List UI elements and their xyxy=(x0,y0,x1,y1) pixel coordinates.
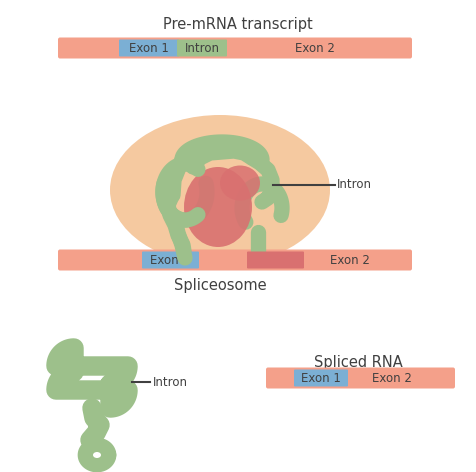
FancyBboxPatch shape xyxy=(266,368,454,388)
Ellipse shape xyxy=(184,167,251,247)
Text: Pre-mRNA transcript: Pre-mRNA transcript xyxy=(163,17,312,32)
Text: Exon 2: Exon 2 xyxy=(329,253,369,267)
Ellipse shape xyxy=(219,166,259,201)
Ellipse shape xyxy=(93,452,101,458)
FancyBboxPatch shape xyxy=(247,252,303,269)
Text: Spliceosome: Spliceosome xyxy=(173,278,266,293)
Text: Exon 1: Exon 1 xyxy=(300,371,340,385)
FancyBboxPatch shape xyxy=(58,250,411,270)
Text: Exon 2: Exon 2 xyxy=(371,371,411,385)
Text: Intron: Intron xyxy=(336,178,371,192)
Text: Exon 1: Exon 1 xyxy=(150,253,189,267)
FancyBboxPatch shape xyxy=(142,252,198,269)
FancyBboxPatch shape xyxy=(119,40,178,57)
FancyBboxPatch shape xyxy=(58,37,411,59)
FancyBboxPatch shape xyxy=(177,40,227,57)
Text: Spliced RNA: Spliced RNA xyxy=(313,355,402,370)
Ellipse shape xyxy=(110,115,329,265)
Text: Intron: Intron xyxy=(153,376,188,388)
Text: Exon 2: Exon 2 xyxy=(295,42,334,54)
FancyBboxPatch shape xyxy=(293,370,347,387)
Text: Exon 1: Exon 1 xyxy=(129,42,169,54)
Text: Intron: Intron xyxy=(184,42,219,54)
